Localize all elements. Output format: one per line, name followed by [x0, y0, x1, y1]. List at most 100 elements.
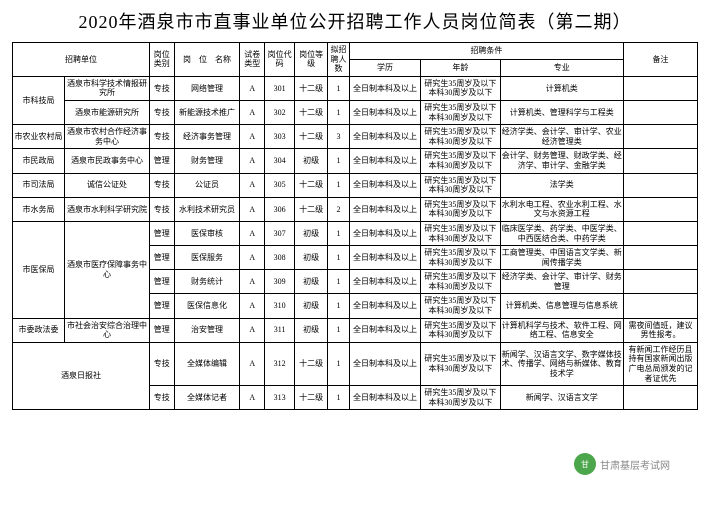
- cell-age: 研究生35周岁及以下 本科30周岁及以下: [421, 100, 500, 124]
- cell-age: 研究生35周岁及以下 本科30周岁及以下: [421, 76, 500, 100]
- cell-level: 初级: [295, 221, 328, 245]
- cell-major: 计算机类、信息管理与信息系统: [500, 294, 623, 318]
- cell-org: 市水务局: [13, 197, 65, 221]
- cell-post: 经济事务管理: [174, 125, 240, 149]
- cell-cat: 管理: [149, 294, 174, 318]
- th-note: 备注: [623, 43, 697, 77]
- watermark-text: 甘肃基层考试网: [600, 457, 670, 472]
- job-table: 招聘单位 岗位类别 岗 位 名称 试卷类型 岗位代码 岗位等级 拟招聘人数 招聘…: [12, 42, 698, 410]
- cell-note: [623, 386, 697, 410]
- cell-code: 311: [265, 318, 295, 342]
- cell-code: 301: [265, 76, 295, 100]
- table-body: 市科技局酒泉市科学技术情报研究所专技网络管理A301十二级1全日制本科及以上研究…: [13, 76, 698, 410]
- cell-note: [623, 221, 697, 245]
- cell-code: 308: [265, 246, 295, 270]
- table-row: 市委政法委市社会治安综合治理中心管理治安管理A311初级1全日制本科及以上研究生…: [13, 318, 698, 342]
- cell-unit: 酒泉市水利科学研究院: [65, 197, 150, 221]
- cell-major: 新闻学、汉语言文学、数字媒体技术、传播学、网络与新媒体、教育技术学: [500, 342, 623, 385]
- cell-unit: 酒泉市农村合作经济事务中心: [65, 125, 150, 149]
- cell-post: 水利技术研究员: [174, 197, 240, 221]
- th-level: 岗位等级: [295, 43, 328, 77]
- cell-note: 需夜间值班，建议男性报考。: [623, 318, 697, 342]
- cell-org: 酒泉日报社: [13, 342, 150, 410]
- cell-cat: 管理: [149, 221, 174, 245]
- cell-level: 十二级: [295, 100, 328, 124]
- cell-major: 水利水电工程、农业水利工程、水文与水资源工程: [500, 197, 623, 221]
- cell-note: [623, 294, 697, 318]
- th-cat: 岗位类别: [149, 43, 174, 77]
- cell-age: 研究生35周岁及以下 本科30周岁及以下: [421, 149, 500, 173]
- th-org: 招聘单位: [13, 43, 150, 77]
- cell-num: 1: [328, 221, 350, 245]
- cell-cat: 专技: [149, 173, 174, 197]
- table-row: 市水务局酒泉市水利科学研究院专技水利技术研究员A306十二级2全日制本科及以上研…: [13, 197, 698, 221]
- cell-age: 研究生35周岁及以下 本科30周岁及以下: [421, 294, 500, 318]
- cell-exam: A: [240, 125, 265, 149]
- cell-unit: 酒泉市科学技术情报研究所: [65, 76, 150, 100]
- cell-major: 计算机科学与技术、软件工程、网络工程、信息安全: [500, 318, 623, 342]
- cell-exam: A: [240, 270, 265, 294]
- cell-unit: 酒泉市民政事务中心: [65, 149, 150, 173]
- cell-org: 市农业农村局: [13, 125, 65, 149]
- cell-edu: 全日制本科及以上: [349, 76, 420, 100]
- cell-major: 临床医学类、药学类、中医学类、中西医结合类、中药学类: [500, 221, 623, 245]
- cell-level: 初级: [295, 246, 328, 270]
- cell-note: [623, 125, 697, 149]
- th-num: 拟招聘人数: [328, 43, 350, 77]
- cell-exam: A: [240, 386, 265, 410]
- th-age: 年龄: [421, 59, 500, 76]
- cell-note: [623, 100, 697, 124]
- cell-exam: A: [240, 197, 265, 221]
- cell-level: 十二级: [295, 125, 328, 149]
- cell-exam: A: [240, 294, 265, 318]
- cell-post: 网络管理: [174, 76, 240, 100]
- cell-exam: A: [240, 100, 265, 124]
- cell-post: 财务管理: [174, 149, 240, 173]
- cell-level: 十二级: [295, 197, 328, 221]
- cell-edu: 全日制本科及以上: [349, 197, 420, 221]
- cell-edu: 全日制本科及以上: [349, 318, 420, 342]
- cell-major: 会计学、财务管理、财政学类、经济学、审计学、金融学类: [500, 149, 623, 173]
- cell-num: 1: [328, 149, 350, 173]
- cell-unit: 酒泉市能源研究所: [65, 100, 150, 124]
- cell-note: 有新闻工作经历且持有国家新闻出版广电总局颁发的记者证优先: [623, 342, 697, 385]
- th-exam: 试卷类型: [240, 43, 265, 77]
- cell-cat: 专技: [149, 342, 174, 385]
- cell-unit: 酒泉市医疗保障事务中心: [65, 221, 150, 318]
- table-row: 市民政局酒泉市民政事务中心管理财务管理A304初级1全日制本科及以上研究生35周…: [13, 149, 698, 173]
- cell-num: 1: [328, 173, 350, 197]
- cell-edu: 全日制本科及以上: [349, 294, 420, 318]
- cell-major: 工商管理类、中国语言文学类、新闻传播学类: [500, 246, 623, 270]
- cell-num: 1: [328, 270, 350, 294]
- cell-edu: 全日制本科及以上: [349, 125, 420, 149]
- cell-exam: A: [240, 342, 265, 385]
- cell-cat: 管理: [149, 270, 174, 294]
- cell-edu: 全日制本科及以上: [349, 100, 420, 124]
- cell-level: 初级: [295, 149, 328, 173]
- cell-exam: A: [240, 149, 265, 173]
- cell-level: 初级: [295, 270, 328, 294]
- cell-num: 2: [328, 197, 350, 221]
- cell-num: 1: [328, 76, 350, 100]
- cell-code: 313: [265, 386, 295, 410]
- cell-edu: 全日制本科及以上: [349, 173, 420, 197]
- cell-major: 新闻学、汉语言文学: [500, 386, 623, 410]
- cell-code: 302: [265, 100, 295, 124]
- cell-code: 307: [265, 221, 295, 245]
- cell-code: 306: [265, 197, 295, 221]
- cell-num: 1: [328, 100, 350, 124]
- th-major: 专业: [500, 59, 623, 76]
- cell-code: 303: [265, 125, 295, 149]
- cell-cat: 专技: [149, 100, 174, 124]
- cell-exam: A: [240, 173, 265, 197]
- cell-post: 全媒体编辑: [174, 342, 240, 385]
- cell-post: 全媒体记者: [174, 386, 240, 410]
- cell-code: 309: [265, 270, 295, 294]
- cell-age: 研究生35周岁及以下 本科30周岁及以下: [421, 246, 500, 270]
- cell-level: 初级: [295, 318, 328, 342]
- cell-note: [623, 149, 697, 173]
- cell-num: 1: [328, 318, 350, 342]
- table-head: 招聘单位 岗位类别 岗 位 名称 试卷类型 岗位代码 岗位等级 拟招聘人数 招聘…: [13, 43, 698, 77]
- cell-num: 1: [328, 294, 350, 318]
- cell-org: 市委政法委: [13, 318, 65, 342]
